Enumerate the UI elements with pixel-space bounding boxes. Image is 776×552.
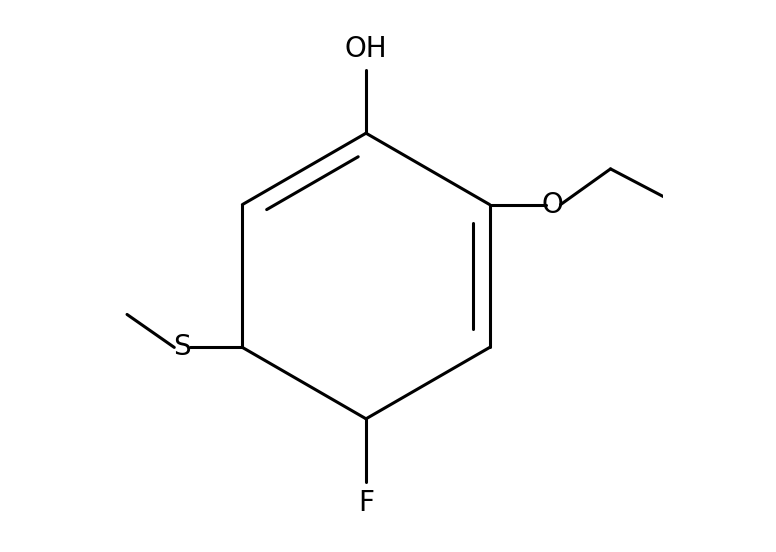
Text: S: S (173, 333, 191, 362)
Text: O: O (542, 190, 563, 219)
Text: F: F (358, 489, 374, 517)
Text: OH: OH (345, 35, 387, 63)
